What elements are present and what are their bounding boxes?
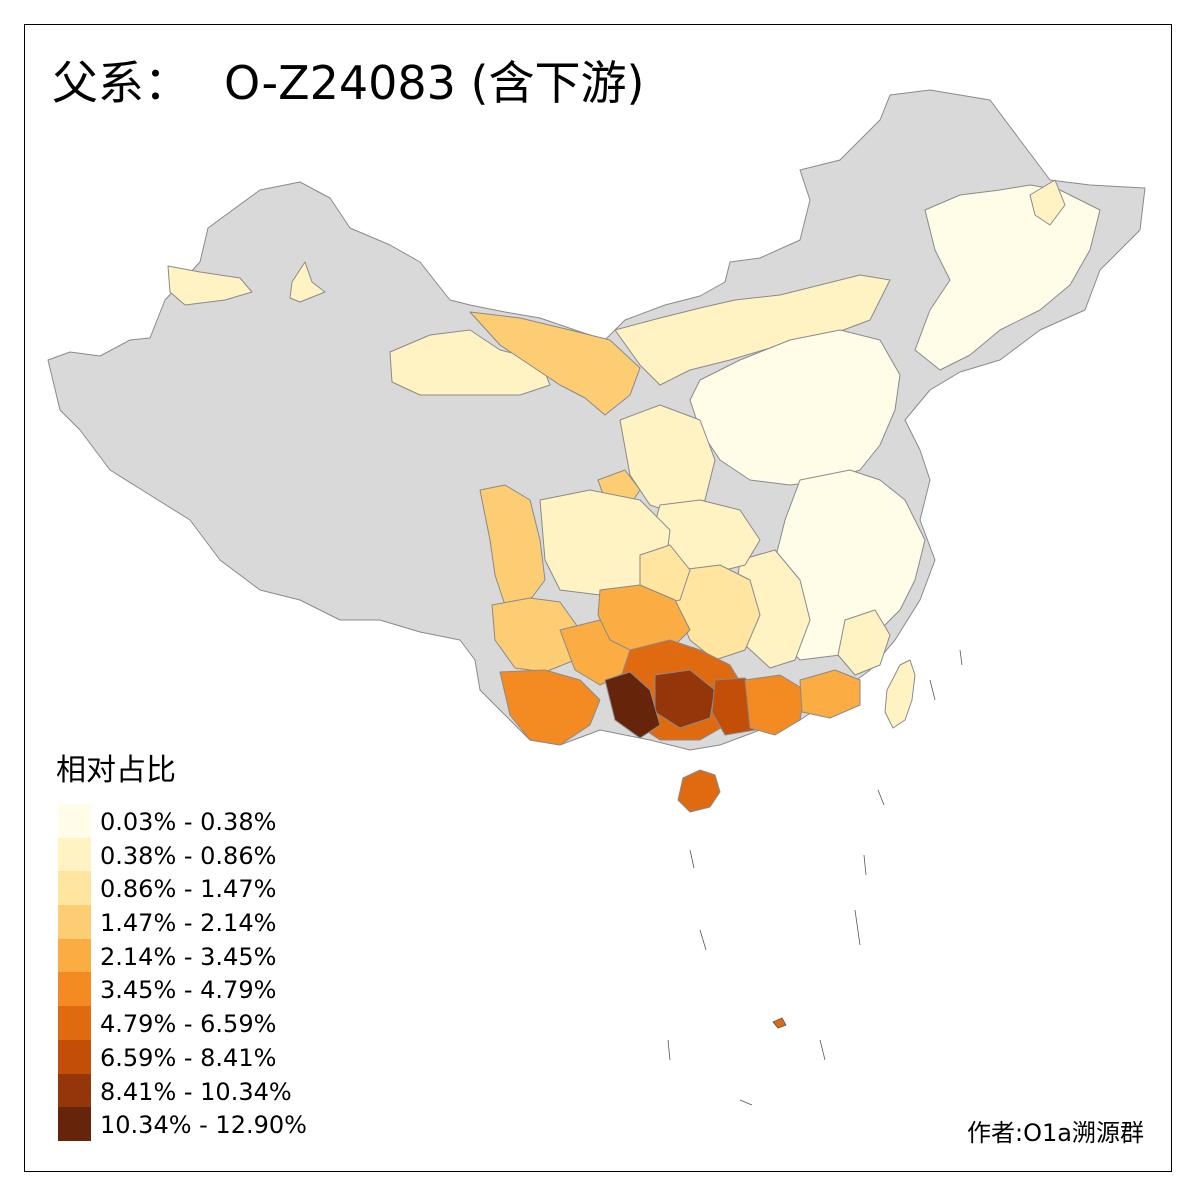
legend-label: 6.59% - 8.41% <box>100 1043 277 1072</box>
region-northeast <box>914 184 1101 371</box>
region-inner-mongolia <box>614 274 891 386</box>
legend-swatch <box>58 905 91 939</box>
legend-label: 10.34% - 12.90% <box>100 1111 307 1140</box>
legend-swatch <box>58 804 91 838</box>
legend-label: 2.14% - 3.45% <box>100 942 277 971</box>
region-sichuan-west <box>479 484 546 606</box>
legend-swatch <box>58 1073 91 1108</box>
map-title: 父系： O-Z24083 (含下游) <box>52 60 644 106</box>
legend-swatch <box>58 871 91 906</box>
region-xinjiang-patch <box>289 261 326 303</box>
region-hainan <box>677 769 721 813</box>
region-north-china <box>689 329 901 486</box>
legend-label: 3.45% - 4.79% <box>100 976 277 1005</box>
legend-label: 0.03% - 0.38% <box>100 808 277 836</box>
legend-title: 相对占比 <box>56 753 176 788</box>
region-gansu-inner <box>469 311 641 416</box>
region-yunnan-south <box>499 669 601 746</box>
region-northeast-patch <box>1029 179 1066 226</box>
legend-swatch <box>58 1039 91 1074</box>
legend-label: 4.79% - 6.59% <box>100 1010 277 1039</box>
legend-swatch <box>58 1107 91 1141</box>
title-haplogroup: O-Z24083 (含下游) <box>224 56 645 110</box>
legend-swatch <box>58 837 91 872</box>
legend-swatch <box>58 1006 91 1040</box>
south-sea-islands <box>667 649 963 1106</box>
legend-swatch <box>58 938 91 973</box>
title-prefix: 父系： <box>52 56 190 110</box>
region-xinjiang-north <box>167 265 253 306</box>
legend-label: 8.41% - 10.34% <box>100 1077 292 1106</box>
author-credit: 作者:O1a溯源群 <box>967 1119 1144 1147</box>
legend-swatch <box>58 972 91 1007</box>
region-guangdong-east <box>799 669 861 719</box>
legend-label: 0.38% - 0.86% <box>100 841 277 870</box>
legend-label: 0.86% - 1.47% <box>100 875 277 904</box>
region-fujian <box>837 609 891 676</box>
region-guangdong-west <box>744 674 806 736</box>
region-qinghai <box>389 329 551 396</box>
region-taiwan <box>884 659 916 729</box>
region-guangxi-peak <box>604 671 661 739</box>
legend-label: 1.47% - 2.14% <box>100 909 277 938</box>
